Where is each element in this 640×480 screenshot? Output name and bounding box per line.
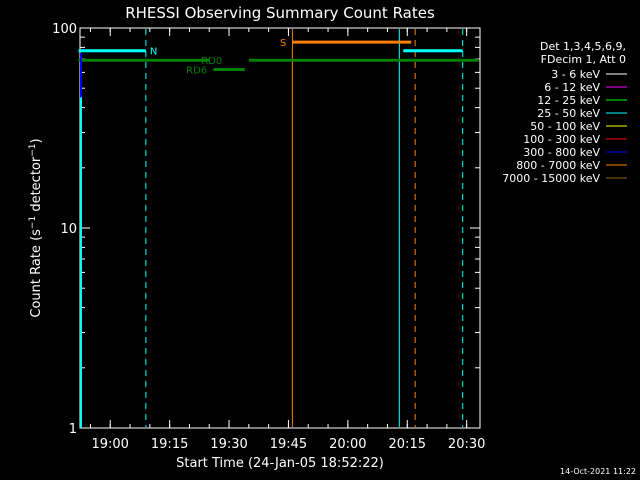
- legend-header: Det 1,3,4,5,6,9,: [540, 40, 626, 53]
- x-axis-label: Start Time (24-Jan-05 18:52:22): [176, 456, 384, 471]
- vertical-markers: [145, 29, 464, 427]
- flag-label: RD6: [186, 66, 207, 77]
- legend-item-label: 300 - 800 keV: [523, 146, 600, 159]
- y-tick-label: 10: [60, 222, 77, 237]
- x-tick-label: 19:45: [270, 437, 307, 452]
- x-tick-label: 19:00: [91, 437, 128, 452]
- flag-label: S: [280, 38, 286, 49]
- x-tick-label: 20:00: [329, 437, 366, 452]
- flag-label: N: [150, 47, 157, 58]
- legend-item-label: 3 - 6 keV: [551, 68, 600, 81]
- legend-item-label: 800 - 7000 keV: [516, 159, 600, 172]
- x-tick-label: 19:15: [151, 437, 188, 452]
- legend-header: FDecim 1, Att 0: [541, 53, 626, 66]
- y-axis-label: Count Rate (s−1 detector−1): [28, 138, 44, 317]
- y-tick-label: 100: [52, 22, 77, 37]
- x-tick-label: 20:15: [389, 437, 426, 452]
- legend-item-label: 6 - 12 keV: [544, 81, 600, 94]
- legend-item-label: 12 - 25 keV: [537, 94, 600, 107]
- x-tick-label: 20:30: [448, 437, 485, 452]
- axis-ticks: 19:00 19:15 19:30 19:45 20:00 20:15 20:30 1 10 10…: [52, 22, 485, 452]
- chart-title: RHESSI Observing Summary Count Rates: [125, 4, 435, 22]
- legend-item-label: 50 - 100 keV: [530, 120, 600, 133]
- x-tick-label: 19:30: [210, 437, 247, 452]
- flag-label: RD0: [201, 56, 222, 67]
- legend-item-label: 7000 - 15000 keV: [502, 172, 600, 185]
- legend-item-label: 25 - 50 keV: [537, 107, 600, 120]
- legend: Det 1,3,4,5,6,9,FDecim 1, Att 0 3 - 6 keV…: [502, 40, 627, 185]
- footer-date: 14-Oct-2021 11:22: [560, 467, 636, 476]
- y-tick-label: 1: [69, 422, 77, 437]
- legend-item-label: 100 - 300 keV: [523, 133, 600, 146]
